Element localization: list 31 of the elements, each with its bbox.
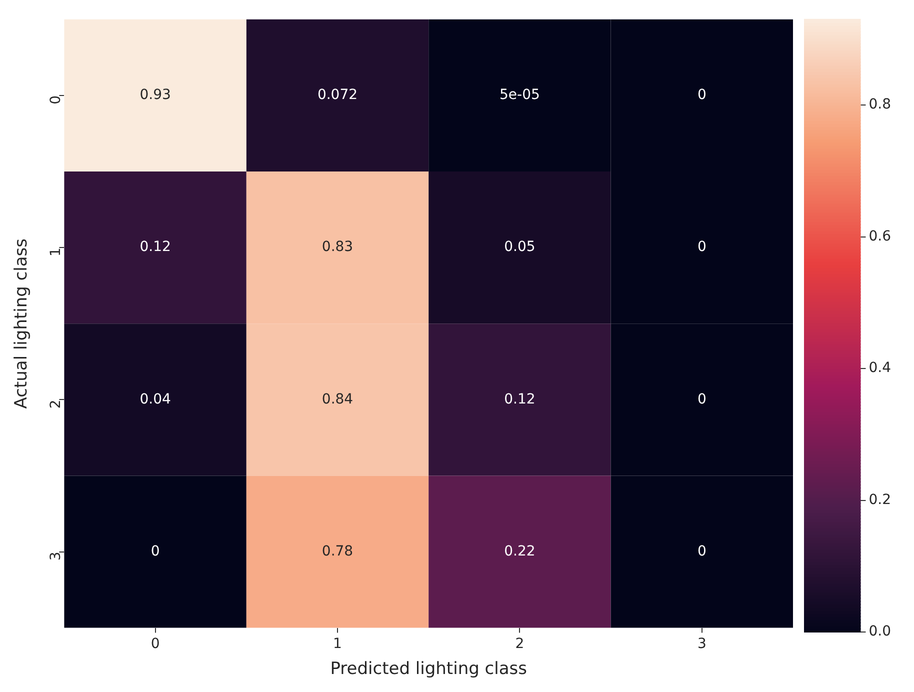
- y-tick-label: 0: [48, 95, 64, 104]
- color-bar-label: 0.0: [868, 624, 891, 640]
- data-label: 0.22: [504, 543, 536, 560]
- data-label: 0.05: [504, 239, 536, 256]
- x-tick-label: 1: [333, 636, 342, 652]
- data-label: 0.84: [322, 391, 354, 408]
- data-label: 0.83: [322, 239, 354, 256]
- data-label: 5e-05: [500, 87, 540, 104]
- data-label: 0: [697, 239, 706, 256]
- data-label: 0: [697, 87, 706, 104]
- data-label: 0: [697, 543, 706, 560]
- data-label: 0: [150, 543, 160, 560]
- data-label: 0.072: [317, 87, 358, 104]
- data-label: 0.12: [504, 391, 536, 408]
- x-axis-title: Predicted lighting class: [330, 659, 528, 680]
- y-axis-title: Actual lighting class: [12, 238, 32, 409]
- color-bar-label: 0.4: [868, 360, 892, 376]
- data-label: 0.04: [140, 391, 171, 408]
- color-bar-label: 0.6: [868, 228, 892, 244]
- y-tick-label: 2: [48, 400, 64, 409]
- y-tick-label: 3: [48, 552, 64, 561]
- x-tick-label: 3: [697, 636, 706, 652]
- color-bar-label: 0.2: [868, 492, 891, 508]
- data-label: 0.78: [322, 543, 354, 560]
- x-tick-label: 2: [515, 636, 524, 652]
- y-tick-label: 1: [48, 248, 64, 256]
- data-label: 0: [697, 391, 706, 408]
- data-label: 0.93: [140, 87, 171, 104]
- data-label: 0.12: [140, 239, 171, 256]
- color-bar-label: 0.8: [868, 96, 891, 113]
- x-tick-label: 0: [150, 636, 160, 652]
